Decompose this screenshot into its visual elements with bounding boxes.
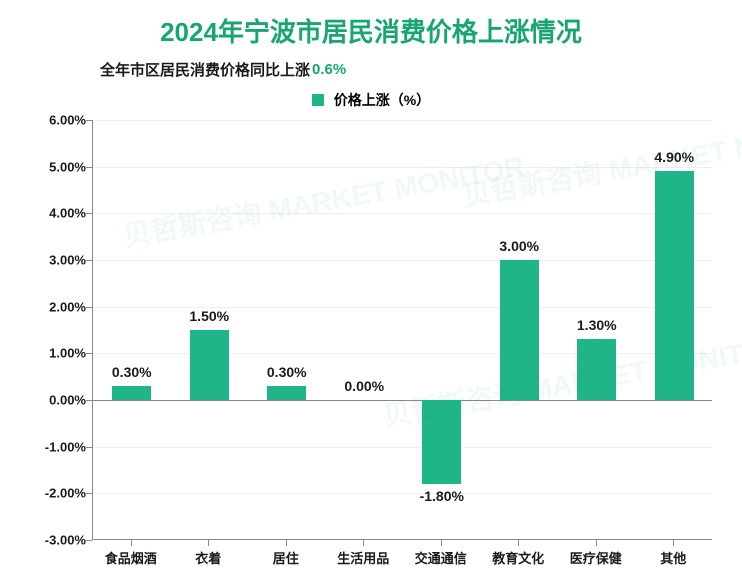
x-axis-tick [596, 540, 597, 546]
grid-line [93, 167, 712, 168]
y-axis-tick [86, 120, 92, 121]
y-axis-label: 1.00% [26, 346, 86, 361]
x-axis-tick [441, 540, 442, 546]
y-axis-tick [86, 540, 92, 541]
x-axis-label: 食品烟酒 [105, 548, 157, 567]
y-axis-label: 0.00% [26, 393, 86, 408]
bar-value-label: 0.30% [112, 364, 152, 380]
grid-line [93, 447, 712, 448]
bar [267, 386, 306, 400]
bar [422, 400, 461, 484]
grid-line [93, 213, 712, 214]
x-axis-label: 医疗保健 [570, 548, 622, 567]
x-axis-tick [363, 540, 364, 546]
chart-subtitle: 全年市区居民消费价格同比上涨 0.6% [100, 59, 742, 80]
chart-container: 0.30% 1.50% 0.30% 0.00% -1.80% 3.00% 1.30% 4.90… [20, 120, 720, 580]
bar-value-label: 0.30% [267, 364, 307, 380]
bar [577, 339, 616, 400]
y-axis-label: -3.00% [26, 533, 86, 548]
y-axis-tick [86, 260, 92, 261]
legend-marker-icon [312, 94, 324, 106]
grid-line [93, 260, 712, 261]
zero-axis-line [93, 400, 712, 401]
x-axis-label: 居住 [273, 548, 299, 567]
y-axis-tick [86, 447, 92, 448]
subtitle-value: 0.6% [312, 61, 346, 78]
x-axis-label: 生活用品 [337, 548, 389, 567]
bar-value-label: 3.00% [499, 238, 539, 254]
grid-line [93, 120, 712, 121]
x-axis-label: 衣着 [195, 548, 221, 567]
grid-line [93, 353, 712, 354]
grid-line [93, 493, 712, 494]
bar [190, 330, 229, 400]
y-axis-tick [86, 400, 92, 401]
bar-value-label: 4.90% [654, 149, 694, 165]
x-axis-label: 交通通信 [415, 548, 467, 567]
chart-title: 2024年宁波市居民消费价格上涨情况 [0, 0, 742, 49]
x-axis-label: 其他 [660, 548, 686, 567]
subtitle-prefix: 全年市区居民消费价格同比上涨 [100, 59, 310, 80]
y-axis-tick [86, 167, 92, 168]
x-axis-tick [286, 540, 287, 546]
y-axis-label: -2.00% [26, 486, 86, 501]
y-axis-tick [86, 213, 92, 214]
x-axis-tick [673, 540, 674, 546]
bar-value-label: -1.80% [420, 488, 464, 504]
y-axis-label: 4.00% [26, 206, 86, 221]
bar-value-label: 0.00% [344, 378, 384, 394]
y-axis-tick [86, 307, 92, 308]
y-axis-label: 5.00% [26, 159, 86, 174]
grid-line [93, 307, 712, 308]
bar [112, 386, 151, 400]
y-axis-tick [86, 353, 92, 354]
plot-area: 0.30% 1.50% 0.30% 0.00% -1.80% 3.00% 1.30% 4.90… [92, 120, 712, 540]
y-axis-tick [86, 493, 92, 494]
x-axis-label: 教育文化 [492, 548, 544, 567]
bar [500, 260, 539, 400]
legend-label: 价格上涨（%） [334, 92, 430, 108]
y-axis-label: -1.00% [26, 439, 86, 454]
bar-value-label: 1.50% [189, 308, 229, 324]
bar [655, 171, 694, 400]
y-axis-label: 2.00% [26, 299, 86, 314]
chart-legend: 价格上涨（%） [0, 90, 742, 110]
y-axis-label: 3.00% [26, 253, 86, 268]
bar-value-label: 1.30% [577, 317, 617, 333]
y-axis-label: 6.00% [26, 113, 86, 128]
x-axis-tick [518, 540, 519, 546]
x-axis-tick [208, 540, 209, 546]
x-axis-tick [131, 540, 132, 546]
